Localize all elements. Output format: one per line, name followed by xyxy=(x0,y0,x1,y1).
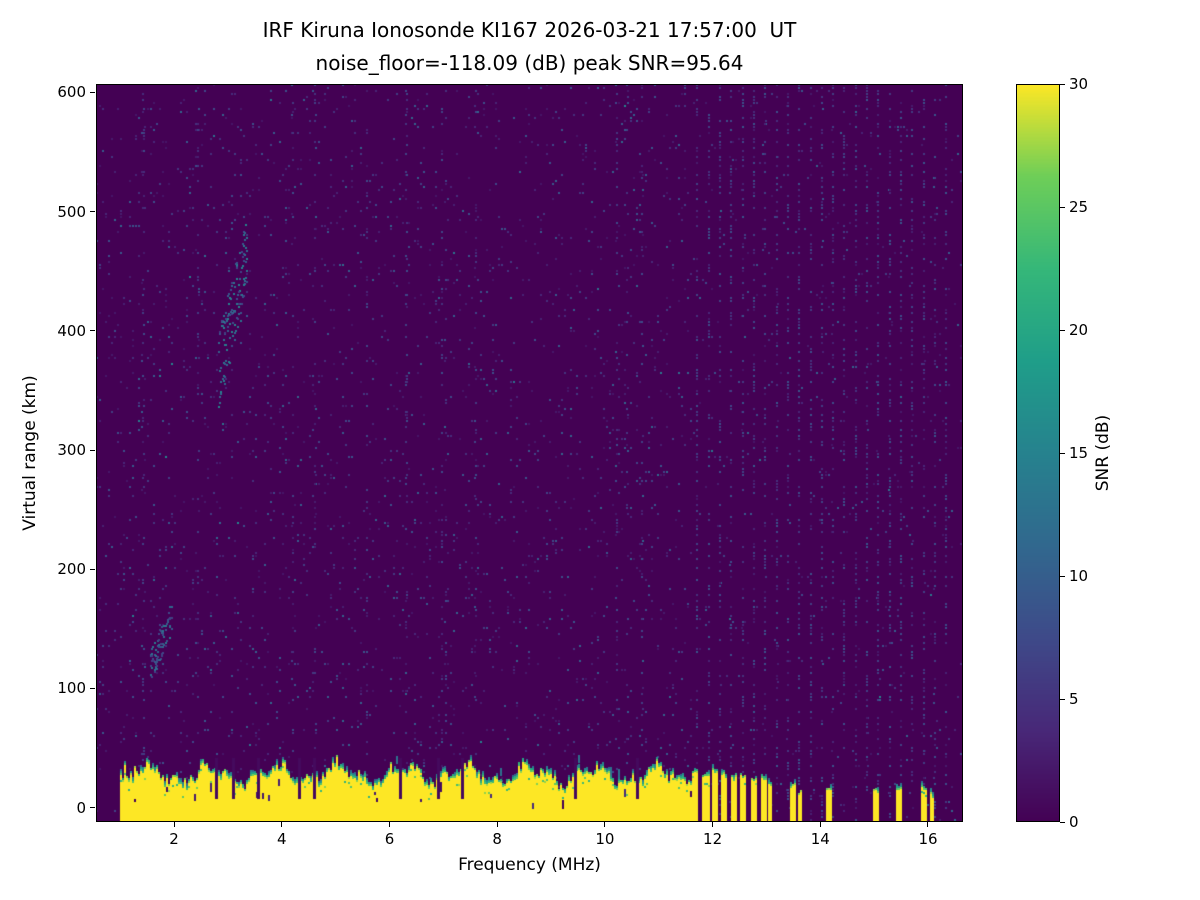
colorbar-tick xyxy=(1060,452,1065,454)
x-tick-label: 4 xyxy=(277,830,287,848)
x-tick-label: 2 xyxy=(169,830,179,848)
colorbar-tick xyxy=(1060,329,1065,331)
y-tick-label: 200 xyxy=(57,560,86,579)
colorbar-tick-label: 15 xyxy=(1069,444,1089,462)
x-axis-label: Frequency (MHz) xyxy=(458,855,601,875)
y-tick-label: 400 xyxy=(57,321,86,340)
x-tick-label: 16 xyxy=(918,830,938,848)
colorbar-tick xyxy=(1060,821,1065,823)
colorbar-tick-label: 5 xyxy=(1069,690,1079,708)
colorbar-tick xyxy=(1060,575,1065,577)
colorbar-tick xyxy=(1060,698,1065,700)
x-tick-label: 8 xyxy=(492,830,502,848)
y-tick-label: 100 xyxy=(57,679,86,698)
x-tick xyxy=(927,822,929,827)
colorbar-tick-label: 10 xyxy=(1069,567,1089,585)
x-tick xyxy=(712,822,714,827)
y-tick xyxy=(90,687,95,689)
y-tick xyxy=(90,91,95,93)
x-tick-label: 14 xyxy=(810,830,830,848)
y-tick-label: 0 xyxy=(76,798,86,817)
colorbar-canvas xyxy=(1016,84,1060,822)
x-tick xyxy=(604,822,606,827)
y-tick xyxy=(90,449,95,451)
y-tick-label: 300 xyxy=(57,441,86,460)
chart-title: IRF Kiruna Ionosonde KI167 2026-03-21 17… xyxy=(262,18,797,42)
x-tick xyxy=(388,822,390,827)
chart-subtitle: noise_floor=-118.09 (dB) peak SNR=95.64 xyxy=(315,51,744,75)
colorbar-tick-label: 0 xyxy=(1069,813,1079,831)
x-tick xyxy=(819,822,821,827)
heatmap-canvas xyxy=(96,84,963,822)
x-tick xyxy=(496,822,498,827)
colorbar-tick-label: 25 xyxy=(1069,198,1089,216)
y-tick xyxy=(90,211,95,213)
x-tick-label: 10 xyxy=(595,830,615,848)
x-tick xyxy=(281,822,283,827)
y-tick-label: 500 xyxy=(57,202,86,221)
y-tick-label: 600 xyxy=(57,83,86,102)
colorbar-tick-label: 30 xyxy=(1069,75,1089,93)
colorbar-tick-label: 20 xyxy=(1069,321,1089,339)
colorbar-tick xyxy=(1060,206,1065,208)
x-tick xyxy=(173,822,175,827)
x-tick-label: 6 xyxy=(384,830,395,848)
y-tick xyxy=(90,330,95,332)
colorbar-tick xyxy=(1060,83,1065,85)
x-tick-label: 12 xyxy=(703,830,723,848)
y-tick xyxy=(90,807,95,809)
y-tick xyxy=(90,568,95,570)
